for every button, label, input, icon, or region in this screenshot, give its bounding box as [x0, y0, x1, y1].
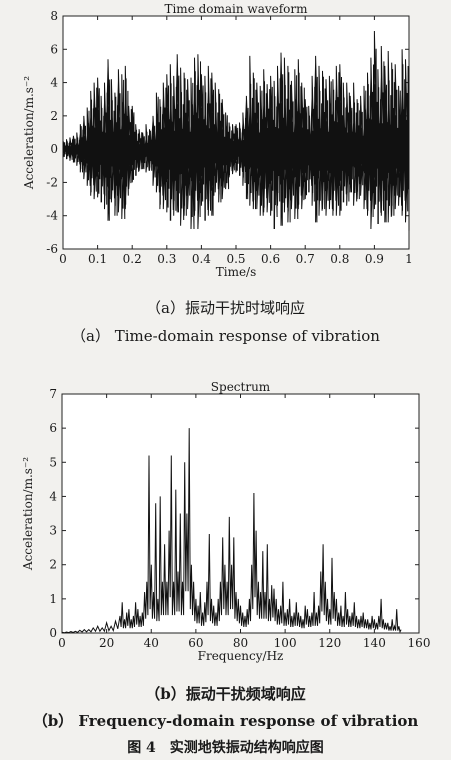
spectrum-series-line [61, 428, 402, 634]
spectrum-xlabel: Frequency/Hz [198, 649, 284, 663]
spectrum-xtick-label: 100 [274, 636, 297, 650]
time-xtick-label: 0.1 [88, 252, 107, 266]
time-xtick-label: 0.2 [123, 252, 142, 266]
time-ytick-label: 0 [50, 142, 58, 156]
spectrum-ytick-label: 5 [49, 455, 57, 469]
spectrum-ytick-label: 0 [49, 626, 57, 640]
spectrum-xtick-label: 80 [233, 636, 248, 650]
spectrum-ytick-label: 7 [49, 387, 57, 401]
caption-a-english: （a） Time-domain response of vibration [71, 327, 380, 345]
spectrum-xtick-label: 140 [363, 636, 386, 650]
spectrum-title: Spectrum [211, 380, 271, 394]
caption-a-chinese: （a）振动干扰时域响应 [146, 299, 305, 317]
spectrum-xtick-label: 40 [144, 636, 159, 650]
spectrum-xtick-label: 160 [408, 636, 431, 650]
time-domain-chart: 0 0.1 0.2 0.3 0.4 0.5 0.6 0.7 0.8 0.9 1 -6 -4 -2 0 2 4 6 8… [22, 2, 413, 279]
spectrum-chart: 0 20 40 60 80 100 120 140 160 0 1 2 3 4 5 6 7 Spectrum Fre… [21, 380, 431, 663]
time-xtick-label: 0.6 [261, 252, 280, 266]
time-ytick-label: -2 [46, 175, 58, 189]
time-xtick-label: 0.7 [296, 252, 315, 266]
time-ytick-label: 8 [50, 9, 58, 23]
spectrum-plot-area [61, 393, 420, 634]
time-xtick-label: 0.5 [226, 252, 245, 266]
figure-title: 图 4 实测地铁振动结构响应图 [127, 740, 324, 756]
time-xtick-label: 0.8 [330, 252, 349, 266]
spectrum-ylabel: Acceleration/m.s⁻² [21, 457, 35, 571]
caption-b-english: （b） Frequency-domain response of vibrati… [32, 712, 419, 730]
spectrum-xtick-label: 60 [188, 636, 203, 650]
time-ytick-label: 4 [50, 76, 58, 90]
time-xtick-label: 0.4 [192, 252, 211, 266]
time-xtick-label: 0.3 [157, 252, 176, 266]
time-ytick-label: 6 [50, 42, 58, 56]
spectrum-ytick-label: 1 [49, 592, 57, 606]
spectrum-ytick-label: 6 [49, 421, 57, 435]
time-title: Time domain waveform [164, 2, 308, 16]
time-ytick-label: 2 [50, 109, 58, 123]
caption-b-chinese: （b）振动干扰频域响应 [145, 685, 306, 703]
spectrum-ytick-label: 2 [49, 558, 57, 572]
time-xlabel: Time/s [216, 265, 257, 279]
time-xtick-label: 0 [59, 252, 67, 266]
time-xtick-label: 0.9 [365, 252, 384, 266]
time-series-line [62, 30, 410, 231]
time-xtick-label: 1 [405, 252, 413, 266]
time-ylabel: Acceleration/m.s⁻² [22, 76, 36, 190]
spectrum-xtick-label: 120 [318, 636, 341, 650]
spectrum-xtick-label: 20 [99, 636, 114, 650]
spectrum-xtick-label: 0 [58, 636, 66, 650]
spectrum-ytick-label: 4 [49, 489, 57, 503]
time-ytick-label: -6 [46, 242, 58, 256]
time-ytick-label: -4 [46, 209, 58, 223]
spectrum-ytick-label: 3 [49, 524, 57, 538]
